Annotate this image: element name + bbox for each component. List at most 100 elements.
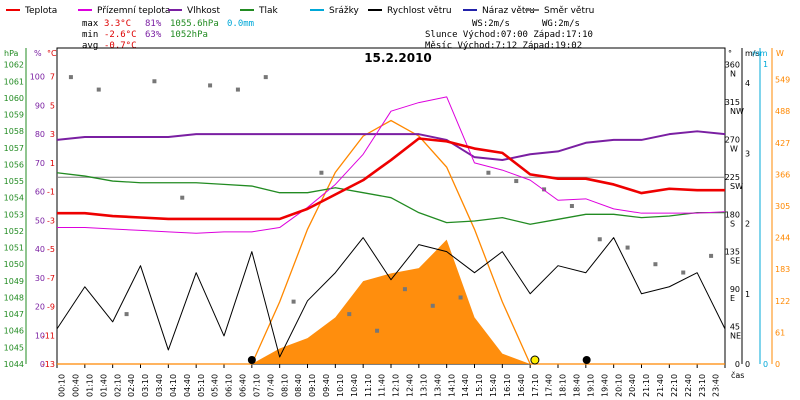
solar-tick-label: 305: [775, 202, 790, 211]
x-tick-label: 18:40: [573, 374, 582, 397]
humidity-tick-label: 30: [35, 274, 45, 283]
x-tick-label: 05:40: [211, 374, 220, 397]
humidity-tick-label: 20: [35, 303, 45, 312]
x-tick-label: 07:10: [252, 374, 261, 397]
wind-direction-point: [486, 170, 491, 175]
direction-tick-label: 135: [725, 248, 740, 257]
wind-direction-point: [208, 83, 213, 88]
pressure-line: [56, 172, 725, 225]
pressure-tick-label: 1062: [4, 61, 24, 70]
pressure-tick-label: 1052: [4, 227, 24, 236]
stat-max-humidity: 81%: [145, 19, 162, 29]
x-tick-label: 02:10: [113, 374, 122, 397]
x-tick-label: 14:10: [447, 374, 456, 397]
stat-moon: Měsíc Východ:7:12 Západ:19:02: [425, 41, 582, 51]
x-tick-label: 14:40: [461, 374, 470, 397]
pressure-tick-label: 1050: [4, 260, 24, 269]
x-tick-label: 00:40: [72, 374, 81, 397]
direction-tick-label: 315: [725, 98, 740, 107]
direction-tick-label: 45: [730, 323, 740, 332]
x-tick-label: 11:40: [378, 374, 387, 397]
solar-area: [57, 239, 725, 364]
x-tick-label: 23:10: [698, 374, 707, 397]
solar-theoretical-line: [57, 119, 725, 365]
wind-direction-point: [402, 287, 407, 292]
legend-label: Směr větru: [544, 6, 594, 16]
wind-direction-point: [96, 87, 101, 92]
direction-axis-unit: °: [728, 49, 732, 58]
humidity-tick-label: 60: [35, 188, 45, 197]
stat-rain: 0.0mm: [227, 19, 254, 29]
wind-axis-unit: m/s: [745, 49, 760, 58]
solar-tick-label: 61: [775, 328, 785, 337]
direction-tick-compass: S: [730, 219, 735, 228]
x-tick-label: 17:40: [545, 374, 554, 397]
legend-label: Rychlost větru: [387, 6, 452, 16]
rain-tick-label: 1: [763, 60, 768, 69]
x-tick-label: 03:40: [155, 374, 164, 397]
legend-label: Vlhkost: [187, 6, 220, 16]
direction-tick-compass: NE: [730, 332, 741, 341]
wind-direction-point: [625, 245, 630, 250]
pressure-tick-label: 1057: [4, 144, 24, 153]
stat-min-label: min: [82, 30, 98, 40]
stat-wind-speed: WS:2m/s: [472, 19, 510, 29]
wind-direction-point: [263, 75, 268, 80]
stat-wind-gust: WG:2m/s: [542, 19, 580, 29]
temperature-tick-label: -11: [42, 331, 55, 340]
direction-tick-compass: N: [730, 70, 736, 79]
solar-tick-label: 0: [775, 360, 780, 369]
direction-tick-compass: E: [730, 294, 735, 303]
temperature-tick-label: -3: [47, 216, 55, 225]
x-tick-label: 01:10: [85, 374, 94, 397]
ground-temperature-line: [57, 96, 726, 234]
stat-avg-temp: -0.7°C: [104, 41, 137, 51]
direction-tick-compass: SE: [730, 257, 740, 266]
pressure-axis-unit: hPa: [4, 49, 19, 58]
x-tick-label: 20:40: [628, 374, 637, 397]
wind-speed-line: [56, 237, 726, 358]
stat-avg-label: avg: [82, 41, 98, 51]
x-tick-label: 09:10: [308, 374, 317, 397]
wind-direction-point: [430, 303, 435, 308]
wind-direction-point: [375, 328, 380, 333]
direction-tick-label: 90: [730, 285, 740, 294]
temperature-line: [57, 137, 725, 221]
direction-tick-label: 180: [725, 210, 740, 219]
pressure-tick-label: 1047: [4, 310, 24, 319]
stat-max-label: max: [82, 19, 99, 29]
solar-tick-label: 122: [775, 297, 790, 306]
x-tick-label: 19:10: [586, 374, 595, 397]
direction-tick-compass: W: [730, 144, 738, 153]
direction-tick-compass: SW: [730, 182, 743, 191]
x-tick-label: 04:40: [183, 374, 192, 397]
wind-direction-point: [291, 299, 296, 304]
solar-tick-label: 183: [775, 265, 790, 274]
x-tick-label: 07:40: [266, 374, 275, 397]
rain-tick-label: 0: [763, 360, 768, 369]
x-tick-label: 09:40: [322, 374, 331, 397]
stat-min-humidity: 63%: [145, 30, 162, 40]
x-tick-label: 15:10: [475, 374, 484, 397]
wind-tick-label: 2: [745, 220, 750, 229]
wind-direction-point: [458, 295, 463, 300]
humidity-line: [56, 130, 726, 162]
legend-label: Tlak: [258, 6, 279, 16]
stat-max-pressure: 1055.6hPa: [170, 19, 219, 29]
pressure-tick-label: 1056: [4, 160, 24, 169]
temperature-tick-label: 1: [50, 159, 55, 168]
solar-tick-label: 488: [775, 107, 790, 116]
pressure-tick-label: 1053: [4, 210, 24, 219]
humidity-tick-label: 90: [35, 101, 45, 110]
x-tick-label: 17:10: [531, 374, 540, 397]
moonset-marker: [582, 356, 591, 364]
pressure-tick-label: 1061: [4, 77, 24, 86]
plot-area: [56, 47, 726, 368]
humidity-tick-label: 40: [35, 245, 45, 254]
x-tick-label: 04:10: [169, 374, 178, 397]
temperature-tick-label: -1: [47, 188, 55, 197]
sunrise-marker: [247, 356, 256, 364]
direction-tick-label: 0: [735, 360, 740, 369]
x-tick-label: 12:10: [392, 374, 401, 397]
direction-tick-label: 270: [725, 135, 740, 144]
